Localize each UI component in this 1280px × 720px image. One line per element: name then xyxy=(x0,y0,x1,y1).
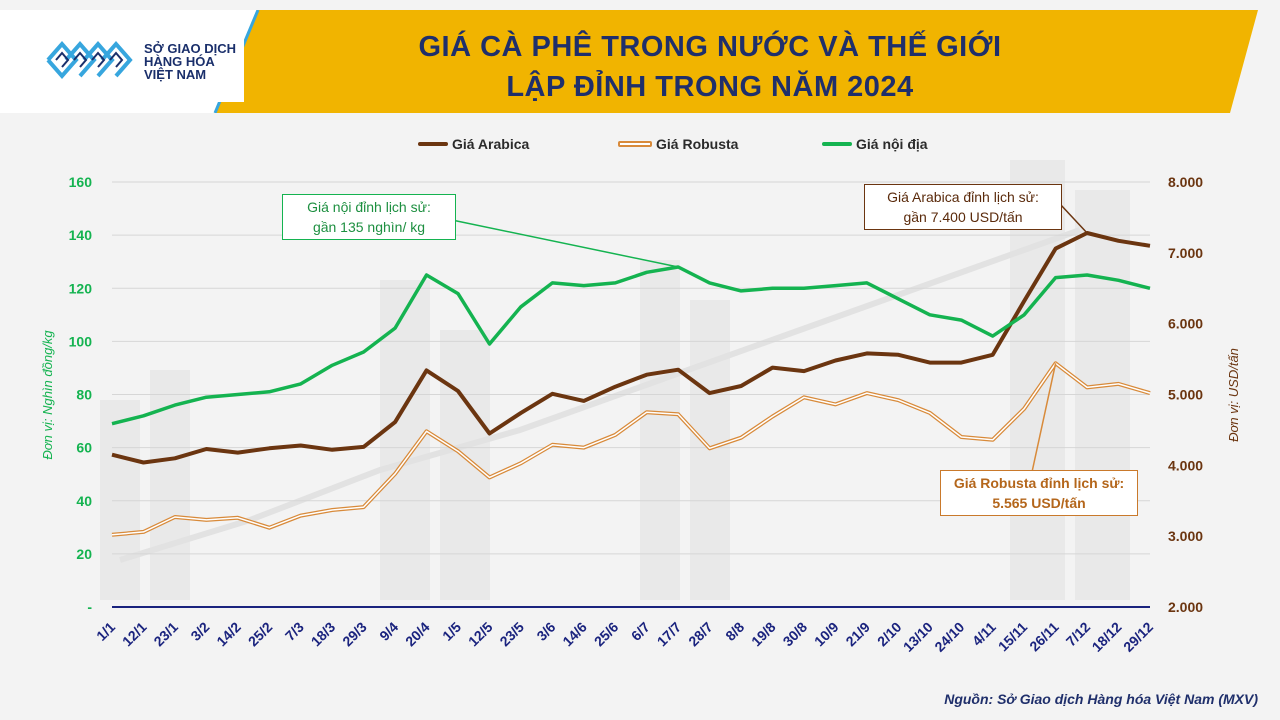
x-tick-label: 25/6 xyxy=(591,619,622,650)
x-tick-label: 18/3 xyxy=(308,619,339,650)
x-tick-label: 20/4 xyxy=(402,619,433,650)
y-right-tick-label: 6.000 xyxy=(1168,316,1203,332)
y-left-tick-label: - xyxy=(87,599,92,615)
x-tick-label: 29/3 xyxy=(339,619,370,650)
x-tick-label: 4/11 xyxy=(969,619,999,649)
series-line-robusta-inner xyxy=(111,362,1151,536)
y-right-tick-label: 5.000 xyxy=(1168,387,1203,403)
y-right-tick-label: 2.000 xyxy=(1168,599,1203,615)
y-left-tick-label: 100 xyxy=(69,333,93,349)
x-tick-label: 14/6 xyxy=(559,619,590,650)
x-tick-label: 23/1 xyxy=(150,619,181,650)
y-left-axis-title: Đơn vị: Nghìn đồng/kg xyxy=(40,330,55,460)
legend-label-robusta: Giá Robusta xyxy=(656,136,739,152)
x-tick-label: 15/11 xyxy=(995,619,1031,655)
x-tick-label: 12/5 xyxy=(465,619,496,650)
leader-noi-dia xyxy=(451,219,679,268)
x-tick-label: 25/2 xyxy=(245,619,276,650)
chart-title-line-1: GIÁ CÀ PHÊ TRONG NƯỚC VÀ THẾ GIỚI xyxy=(418,31,1002,63)
logo-line-3: VIỆT NAM xyxy=(144,67,207,82)
x-tick-label: 14/2 xyxy=(213,619,244,650)
y-right-tick-label: 3.000 xyxy=(1168,528,1203,544)
x-tick-label: 3/2 xyxy=(187,619,212,644)
annotation-robusta-line-2: 5.565 USD/tấn xyxy=(992,495,1086,511)
x-tick-label: 23/5 xyxy=(496,619,527,650)
series-group xyxy=(111,231,1151,537)
series-line-arabica xyxy=(111,231,1151,465)
logo-text: SỞ GIAO DỊCH HÀNG HÓA VIỆT NAM xyxy=(144,42,254,81)
legend-label-noi-dia: Giá nội địa xyxy=(856,136,928,152)
y-left-tick-label: 80 xyxy=(76,387,92,403)
annotation-arabica-peak: Giá Arabica đỉnh lịch sử: gần 7.400 USD/… xyxy=(864,184,1062,230)
x-tick-label: 17/7 xyxy=(654,619,685,650)
legend-label-arabica: Giá Arabica xyxy=(452,136,530,152)
legend-swatch-arabica xyxy=(418,142,448,146)
logo-mark-icon xyxy=(46,40,133,80)
legend-swatch-noi-dia xyxy=(822,142,852,146)
x-tick-label: 7/3 xyxy=(282,619,307,644)
x-tick-label: 13/10 xyxy=(900,619,936,655)
x-tick-label: 19/8 xyxy=(748,619,779,650)
leader-arabica xyxy=(1059,203,1088,234)
y-left-tick-label: 60 xyxy=(76,440,92,456)
x-tick-label: 8/8 xyxy=(722,619,747,644)
x-tick-label: 28/7 xyxy=(685,619,716,650)
logo-line-1: SỞ GIAO DỊCH xyxy=(144,41,236,56)
y-left-tick-label: 140 xyxy=(69,227,93,243)
x-tick-label: 18/12 xyxy=(1089,619,1125,655)
y-left-tick-label: 160 xyxy=(69,174,93,190)
legend-swatch-robusta xyxy=(618,141,652,147)
legend-item-robusta: Giá Robusta xyxy=(618,134,738,154)
x-tick-label: 29/12 xyxy=(1120,619,1156,655)
legend-item-noi-dia: Giá nội địa xyxy=(822,134,928,154)
x-tick-label: 24/10 xyxy=(931,619,967,655)
annotation-leaders xyxy=(451,203,1088,473)
y-right-axis-title: Đơn vị: USD/tấn xyxy=(1226,348,1241,442)
source-note: Nguồn: Sở Giao dịch Hàng hóa Việt Nam (M… xyxy=(944,691,1258,707)
x-tick-label: 6/7 xyxy=(628,619,653,644)
annotation-arabica-line-2: gần 7.400 USD/tấn xyxy=(903,209,1023,225)
annotation-noi-dia-line-2: gần 135 nghìn/ kg xyxy=(312,219,426,235)
x-tick-label: 12/1 xyxy=(119,619,150,650)
annotation-robusta-peak: Giá Robusta đỉnh lịch sử: 5.565 USD/tấn xyxy=(940,470,1138,516)
x-tick-label: 10/9 xyxy=(811,619,842,650)
leader-robusta xyxy=(1031,363,1057,473)
y-right-tick-label: 8.000 xyxy=(1168,174,1203,190)
y-left-tick-label: 120 xyxy=(69,280,93,296)
x-tick-label: 26/11 xyxy=(1026,619,1062,655)
y-right-tick-label: 4.000 xyxy=(1168,457,1203,473)
legend-item-arabica: Giá Arabica xyxy=(418,134,529,154)
exchange-logo xyxy=(22,16,244,102)
y-left-tick-label: 20 xyxy=(76,546,92,562)
y-left-tick-label: 40 xyxy=(76,493,92,509)
x-tick-label: 30/8 xyxy=(780,619,811,650)
x-tick-label: 1/1 xyxy=(93,619,118,644)
chart-title-line-2: LẬP ĐỈNH TRONG NĂM 2024 xyxy=(506,71,914,103)
annotation-robusta-line-1: Giá Robusta đỉnh lịch sử: xyxy=(953,475,1125,491)
annotation-arabica-line-1: Giá Arabica đỉnh lịch sử: xyxy=(887,189,1039,205)
y-right-tick-label: 7.000 xyxy=(1168,245,1203,261)
x-tick-label: 9/4 xyxy=(376,619,401,644)
series-line-noi-dia xyxy=(111,265,1151,426)
logo-line-2: HÀNG HÓA xyxy=(144,54,215,69)
x-tick-label: 21/9 xyxy=(842,619,873,650)
x-tick-label: 1/5 xyxy=(439,619,464,644)
annotation-noi-dia-line-1: Giá nội đỉnh lịch sử: xyxy=(307,199,431,215)
annotation-noi-dia-peak: Giá nội đỉnh lịch sử: gần 135 nghìn/ kg xyxy=(282,194,456,240)
x-tick-label: 3/6 xyxy=(533,619,558,644)
